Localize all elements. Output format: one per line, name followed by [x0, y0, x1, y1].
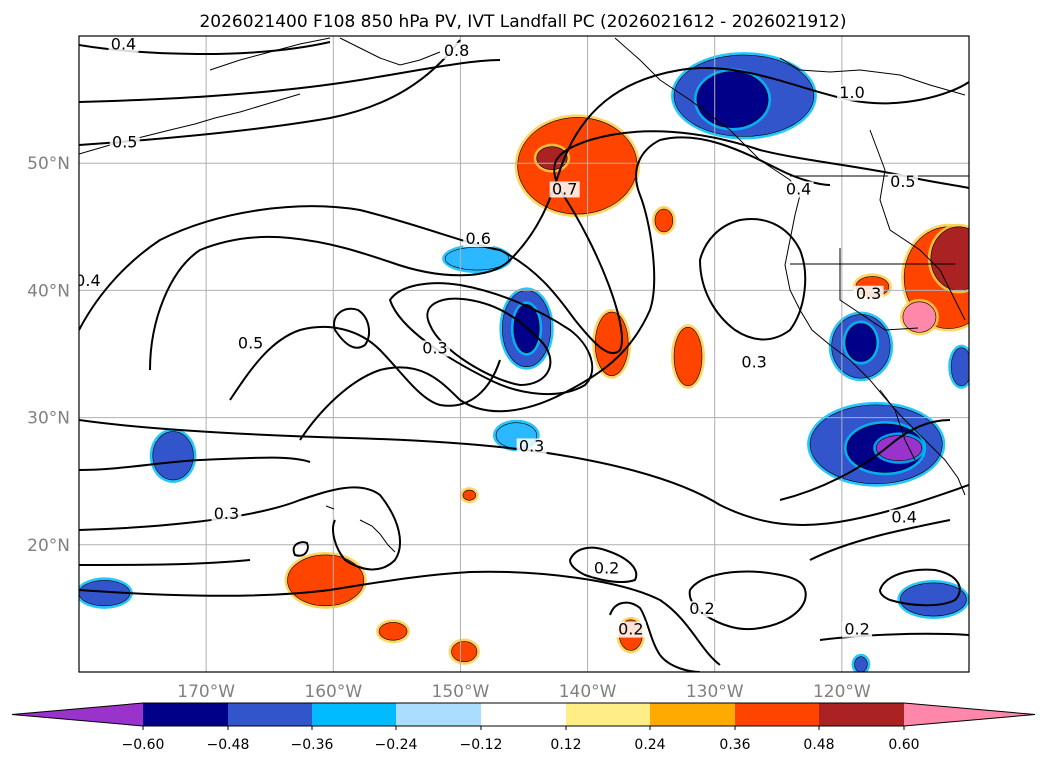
colorbar-tick-label: 0.60 [888, 737, 919, 753]
colorbar-tick-label: 0.36 [719, 737, 750, 753]
longitude-label: 120°W [813, 682, 871, 702]
longitude-label: 130°W [686, 682, 744, 702]
contour-label: 0.3 [519, 436, 544, 455]
map-plot-area: 0.4 0.8 1.0 0.5 0.7 0.4 0.5 0.6 0.4 0.3 0.5 0.3 0.3 0… [75, 34, 969, 672]
shaded-region [673, 326, 703, 387]
contour-label-bg [79, 273, 103, 290]
colorbar-segment [650, 703, 735, 726]
contour-label-bg [615, 621, 646, 638]
shaded-region [378, 622, 408, 641]
contour-label: 0.8 [444, 41, 469, 60]
latitude-label: 30°N [27, 409, 70, 429]
contour-label-bg [842, 621, 873, 638]
contour-label: 0.4 [75, 271, 100, 290]
contour-label-bg [887, 173, 918, 190]
colorbar-segment [566, 703, 650, 726]
shaded-region [930, 226, 969, 291]
colorbar-tick-label: −0.12 [460, 737, 503, 753]
longitude-labels: 170°W 160°W 150°W 140°W 130°W 120°W [177, 682, 871, 702]
contour-label: 0.2 [844, 620, 869, 639]
latitude-label: 40°N [27, 281, 70, 301]
colorbar-segment [396, 703, 481, 726]
shaded-region [654, 208, 674, 233]
shaded-region [462, 489, 476, 501]
contour-label: 0.4 [891, 508, 916, 527]
contour-label: 0.7 [552, 179, 577, 198]
contour-label-bg [549, 181, 580, 198]
shaded-region [536, 146, 568, 170]
colorbar-segment [481, 703, 566, 726]
shaded-region [444, 246, 510, 271]
colorbar-segment [735, 703, 819, 726]
shaded-region [451, 641, 478, 663]
contour-label: 0.2 [618, 620, 643, 639]
contour-label: 0.3 [422, 338, 447, 357]
latitude-label: 20°N [27, 536, 70, 556]
latitude-labels: 20°N 30°N 40°N 50°N [27, 154, 70, 556]
contour-label: 0.3 [741, 352, 766, 371]
contour-label-bg [739, 354, 770, 371]
contour-label-bg [211, 505, 242, 522]
contour-label: 0.2 [689, 599, 714, 618]
contour-label-bg [441, 42, 472, 59]
longitude-label: 140°W [559, 682, 617, 702]
shaded-region [287, 554, 365, 607]
colorbar-tick-label: 0.48 [803, 737, 834, 753]
contour-label-bg [783, 181, 814, 198]
colorbar-segment [12, 703, 143, 726]
contour-label-bg [109, 134, 140, 151]
colorbar-segment [312, 703, 396, 726]
contour-label: 1.0 [839, 83, 864, 102]
contour-label-bg [687, 601, 717, 618]
map-frame [78, 35, 970, 673]
shaded-region [950, 347, 969, 387]
latitude-label: 50°N [27, 154, 70, 174]
colorbar-segment [143, 703, 228, 726]
contour-label: 0.5 [238, 333, 263, 352]
contour-label: 0.2 [594, 559, 619, 578]
shaded-region [845, 323, 877, 362]
colorbar-segment [228, 703, 312, 726]
contour-label: 0.6 [466, 229, 491, 248]
colorbar-tick-label: −0.60 [122, 737, 165, 753]
pv-contours [79, 39, 969, 672]
contour-label: 0.3 [214, 504, 239, 523]
contour-label-layer: 0.4 0.8 1.0 0.5 0.7 0.4 0.5 0.6 0.4 0.3 0.5 0.3 0.3 0… [75, 34, 920, 639]
contour-label: 0.5 [112, 132, 137, 151]
contour-label-bg [591, 560, 622, 577]
shaded-region [152, 431, 194, 481]
shaded-region [902, 301, 937, 333]
shaded-region [854, 656, 868, 672]
colorbar-tick-label: −0.48 [207, 737, 250, 753]
colorbar-tick-label: −0.36 [291, 737, 334, 753]
shaded-region [900, 582, 967, 617]
colorbar-tick-label: 0.24 [634, 737, 665, 753]
colorbar: −0.60 −0.48 −0.36 −0.24 −0.12 0.12 0.24 0.36 0.4… [11, 702, 1036, 753]
contour-label: 0.4 [111, 34, 136, 53]
contour-label-bg [837, 84, 868, 101]
contour-label-bg [463, 231, 494, 248]
map-title: 2026021400 F108 850 hPa PV, IVT Landfall… [199, 12, 846, 32]
contour-label-bg [420, 340, 450, 357]
colorbar-tick-label: −0.24 [375, 737, 418, 753]
longitude-label: 170°W [177, 682, 235, 702]
contour-label: 0.5 [890, 172, 915, 191]
colorbar-tick-label: 0.12 [550, 737, 581, 753]
contour-label-bg [516, 438, 547, 455]
shaded-region [875, 435, 923, 462]
shaded-region [696, 71, 769, 128]
contour-label: 0.4 [786, 179, 811, 198]
contour-label-bg [853, 285, 884, 302]
longitude-label: 150°W [432, 682, 490, 702]
contour-label-bg [889, 509, 920, 526]
shaded-region [594, 311, 629, 376]
lat-lon-gridlines [79, 36, 969, 672]
colorbar-segment [904, 703, 1035, 726]
colorbar-segment [819, 703, 904, 726]
longitude-label: 160°W [304, 682, 362, 702]
contour-label: 0.3 [856, 284, 881, 303]
contour-label-bg [108, 36, 139, 53]
contour-label-bg [235, 335, 266, 352]
